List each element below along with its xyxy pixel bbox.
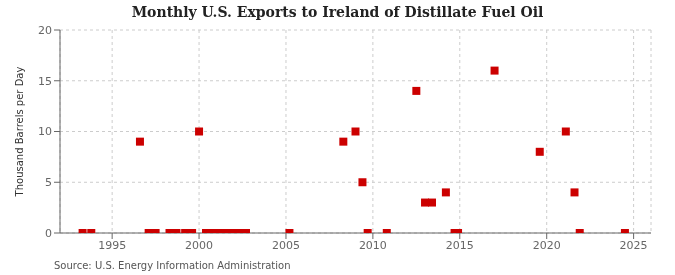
svg-text:1995: 1995 (98, 239, 126, 252)
svg-text:2015: 2015 (446, 239, 474, 252)
svg-text:0: 0 (45, 227, 52, 240)
svg-text:2010: 2010 (359, 239, 387, 252)
svg-text:2025: 2025 (620, 239, 648, 252)
html-text:Source: U.S. Energy Informatio: Source: U.S. Energy Information Administ… (54, 260, 291, 271)
svg-text:2000: 2000 (185, 239, 213, 252)
svg-text:2005: 2005 (272, 239, 300, 252)
svg-text:10: 10 (38, 125, 52, 138)
svg-text:2020: 2020 (533, 239, 561, 252)
html-text:Monthly U.S. Exports to Irelan: Monthly U.S. Exports to Ireland of Disti… (131, 4, 544, 20)
svg-text:20: 20 (38, 24, 52, 37)
svg-text:Thousand Barrels per Day: Thousand Barrels per Day (14, 67, 25, 198)
svg-text:15: 15 (38, 75, 52, 88)
svg-text:5: 5 (45, 176, 52, 189)
